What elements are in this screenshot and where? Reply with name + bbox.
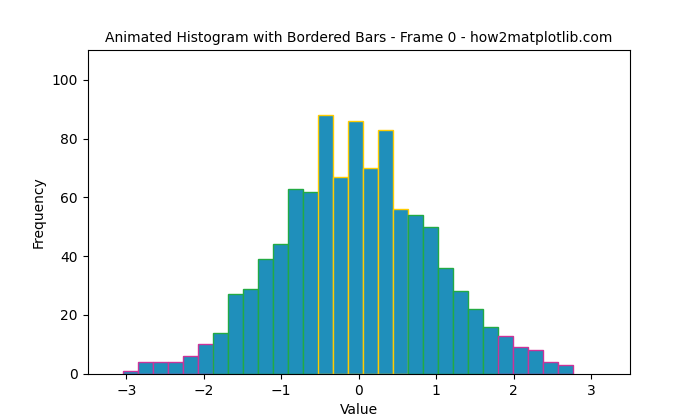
Bar <box>243 289 258 374</box>
Bar <box>363 168 377 374</box>
Bar <box>393 209 407 374</box>
Bar <box>213 333 228 374</box>
Bar <box>153 362 168 374</box>
Bar <box>302 192 318 374</box>
Bar <box>542 362 558 374</box>
Bar <box>468 309 482 374</box>
Bar <box>122 371 138 374</box>
Bar <box>453 291 468 374</box>
Bar <box>438 268 453 374</box>
Bar <box>228 294 243 374</box>
Bar <box>377 130 393 374</box>
Bar <box>348 121 363 374</box>
Bar <box>138 362 153 374</box>
Bar <box>407 215 423 374</box>
Bar <box>558 365 573 374</box>
Bar <box>498 336 512 374</box>
Bar <box>183 356 197 374</box>
Bar <box>332 177 348 374</box>
X-axis label: Value: Value <box>340 403 378 417</box>
Bar <box>318 115 332 374</box>
Bar <box>197 344 213 374</box>
Bar <box>528 350 542 374</box>
Title: Animated Histogram with Bordered Bars - Frame 0 - how2matplotlib.com: Animated Histogram with Bordered Bars - … <box>105 31 612 45</box>
Bar <box>272 244 288 374</box>
Bar <box>423 227 438 374</box>
Bar <box>258 259 272 374</box>
Bar <box>288 189 302 374</box>
Bar <box>168 362 183 374</box>
Bar <box>482 327 498 374</box>
Bar <box>512 347 528 374</box>
Y-axis label: Frequency: Frequency <box>32 176 46 248</box>
